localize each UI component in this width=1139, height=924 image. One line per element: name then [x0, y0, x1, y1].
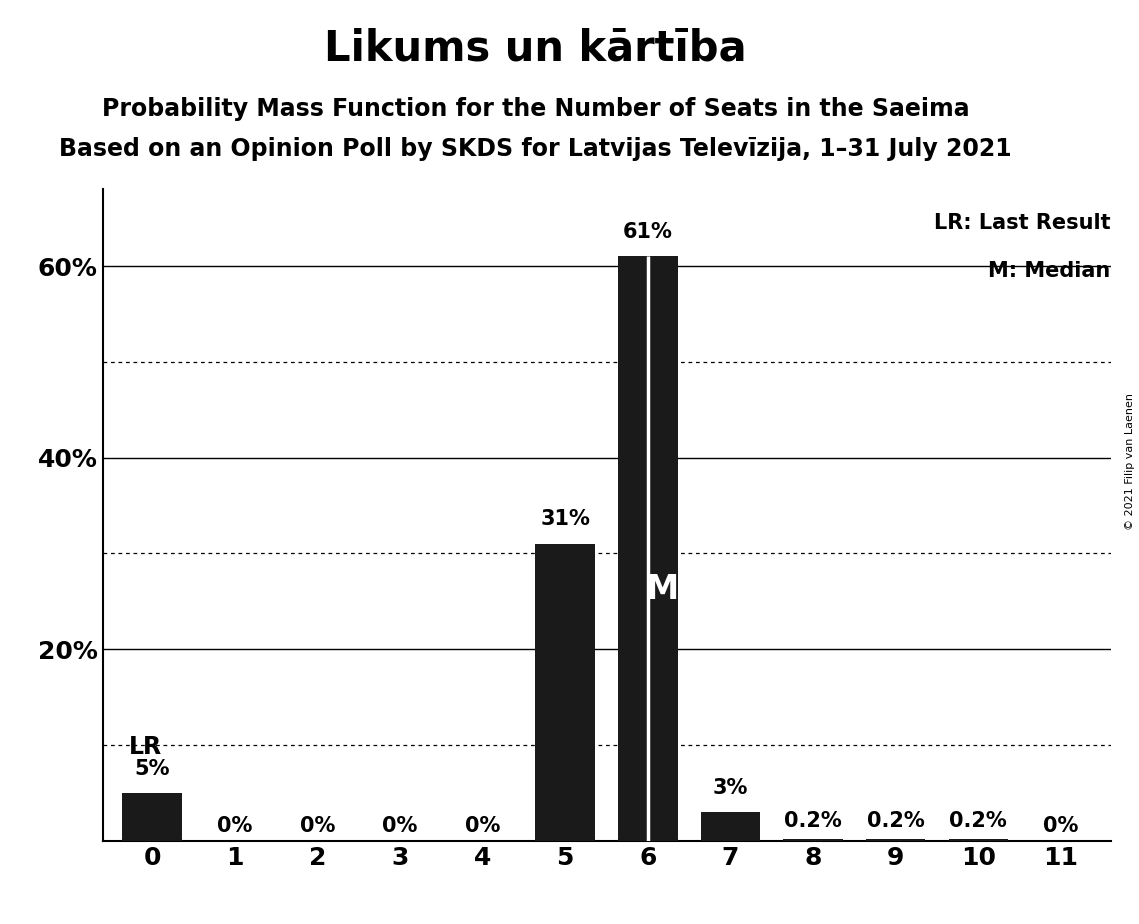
Text: 0.2%: 0.2% [950, 811, 1007, 832]
Text: 0%: 0% [465, 816, 500, 836]
Text: Based on an Opinion Poll by SKDS for Latvijas Televīzija, 1–31 July 2021: Based on an Opinion Poll by SKDS for Lat… [59, 137, 1011, 161]
Text: 61%: 61% [623, 222, 673, 242]
Text: Probability Mass Function for the Number of Seats in the Saeima: Probability Mass Function for the Number… [101, 97, 969, 121]
Text: 31%: 31% [540, 509, 590, 529]
Bar [122, 793, 182, 841]
Text: 3%: 3% [713, 778, 748, 797]
Text: 0%: 0% [300, 816, 335, 836]
Bar [784, 839, 843, 841]
Bar [949, 839, 1008, 841]
Bar [618, 257, 678, 841]
Bar [535, 544, 595, 841]
Text: 0.2%: 0.2% [785, 811, 842, 832]
Text: 0%: 0% [383, 816, 418, 836]
Text: M: M [646, 573, 679, 606]
Text: © 2021 Filip van Laenen: © 2021 Filip van Laenen [1125, 394, 1134, 530]
Text: 0%: 0% [1043, 816, 1079, 836]
Text: LR: LR [129, 736, 162, 760]
Text: M: Median: M: Median [989, 261, 1111, 281]
Text: Likums un kārtība: Likums un kārtība [323, 28, 747, 69]
Text: 0%: 0% [218, 816, 253, 836]
Text: LR: Last Result: LR: Last Result [934, 213, 1111, 233]
Text: 5%: 5% [134, 759, 170, 779]
Text: 0.2%: 0.2% [867, 811, 925, 832]
Bar [700, 812, 760, 841]
Bar [866, 839, 926, 841]
